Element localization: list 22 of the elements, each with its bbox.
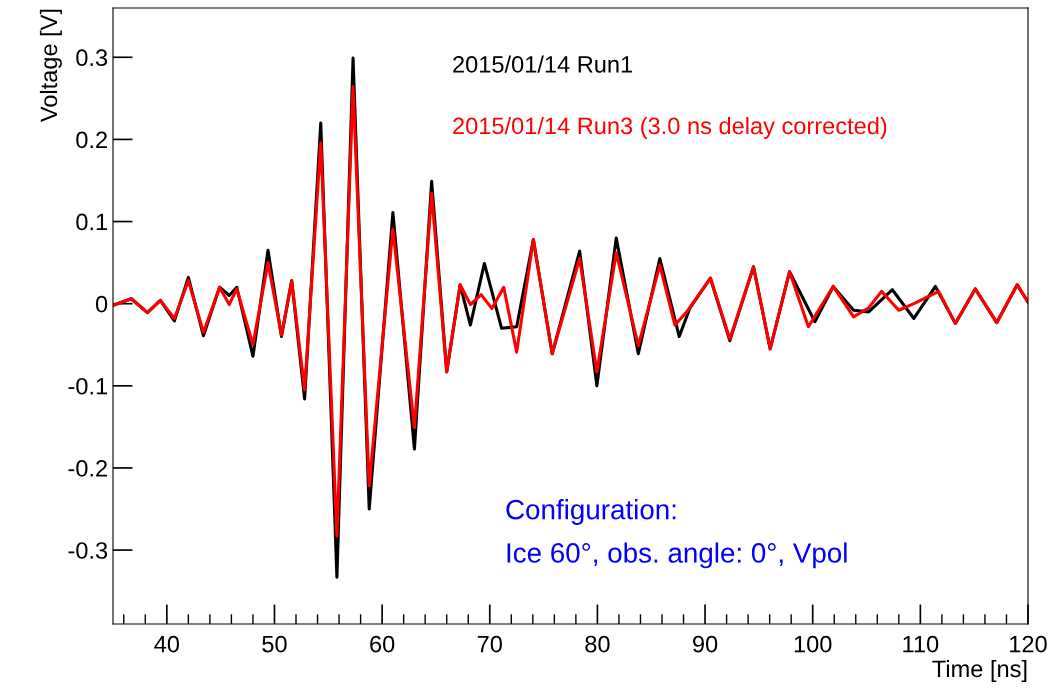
x-tick-label: 50: [262, 635, 287, 653]
y-tick-label: 0: [95, 295, 108, 313]
y-axis-title: Voltage [V]: [39, 9, 62, 123]
x-tick-label: 120: [1010, 635, 1047, 653]
text: 2015/01/14 Run3 (3.0 ns delay corrected): [453, 116, 887, 139]
y-tick-label: 0.3: [76, 49, 108, 67]
annotation: Ice 60°, obs. angle: 0°, Vpol: [507, 542, 847, 569]
y-tick-label: 0.2: [76, 131, 107, 149]
x-axis-title: Time [ns]: [932, 659, 1027, 682]
x-tick-label: 70: [477, 635, 502, 653]
y-tick-label: -0.3: [68, 542, 108, 559]
x-tick-label: 40: [154, 635, 180, 653]
text: 2015/01/14 Run1: [453, 55, 633, 73]
y-tick-label: -0.2: [68, 460, 107, 477]
y-tick-label: 0.1: [76, 213, 107, 231]
annotation: Configuration:: [506, 499, 676, 525]
x-tick-label: 100: [794, 635, 832, 653]
x-tick-label: 80: [585, 635, 610, 653]
y-tick-label: -0.1: [68, 377, 107, 395]
x-tick-label: 90: [693, 635, 718, 653]
x-tick-label: 60: [370, 635, 395, 653]
x-tick-label: 110: [903, 635, 939, 653]
